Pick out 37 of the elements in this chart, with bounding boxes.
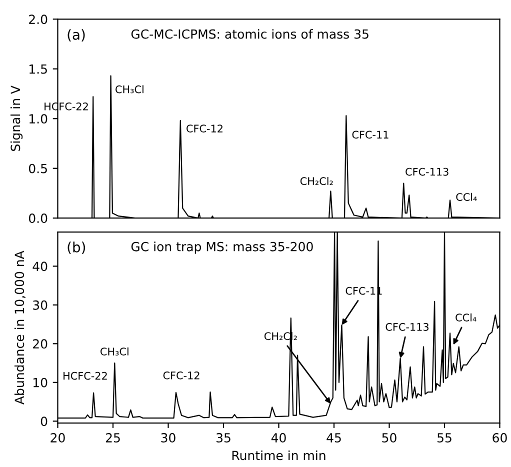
- y-tick-label: 1.5: [30, 64, 47, 74]
- annotation: CFC-113: [406, 168, 448, 176]
- x-tick-label: 25: [106, 433, 120, 442]
- annotation: CFC-12: [186, 124, 222, 132]
- annotation: CFC-113: [386, 322, 429, 331]
- y-tick-label: 0.0: [28, 214, 48, 224]
- y-tick-label: 10: [33, 378, 48, 388]
- y-tick-label: 20: [33, 339, 48, 349]
- annotation: CCl₄: [456, 313, 476, 322]
- annotation: HCFC-22: [64, 372, 107, 380]
- x-tick-label: 50: [382, 433, 396, 442]
- y-tick-label: 30: [33, 300, 48, 310]
- x-tick-label: 35: [216, 433, 230, 442]
- annotation: (a): [68, 29, 85, 42]
- x-tick-label: 30: [161, 433, 176, 442]
- annotation: CFC-11: [352, 130, 388, 139]
- x-tick-label: 60: [492, 433, 507, 442]
- y-tick-label: 0.5: [28, 164, 47, 174]
- text: GC-MC-ICPMS: atomic ions of mass 35: [131, 29, 368, 39]
- annotation: (b): [68, 242, 86, 254]
- x-tick-label: 55: [438, 433, 452, 442]
- x-tick-label: 20: [50, 433, 65, 442]
- x-tick-label: 45: [326, 433, 341, 442]
- y-axis-title: Signal in V: [10, 86, 23, 151]
- annotation: CH₂Cl₂: [300, 176, 333, 186]
- y-tick-label: 1.0: [30, 114, 48, 124]
- annotation: CH₃Cl: [116, 85, 144, 94]
- y-tick-label: 2.0: [29, 14, 48, 24]
- annotation: CFC-12: [163, 371, 200, 380]
- text: GC ion trap MS: mass 35-200: [131, 242, 313, 254]
- y-tick-label: 0: [40, 416, 48, 426]
- x-axis-title: Runtime in min: [232, 450, 326, 460]
- annotation: CH₃Cl: [100, 347, 128, 356]
- y-axis-title: Abundance in 10,000 nA: [14, 250, 26, 404]
- y-tick-label: 40: [32, 262, 48, 272]
- x-tick-label: 40: [271, 433, 286, 442]
- annotation: CCl₄: [456, 192, 477, 201]
